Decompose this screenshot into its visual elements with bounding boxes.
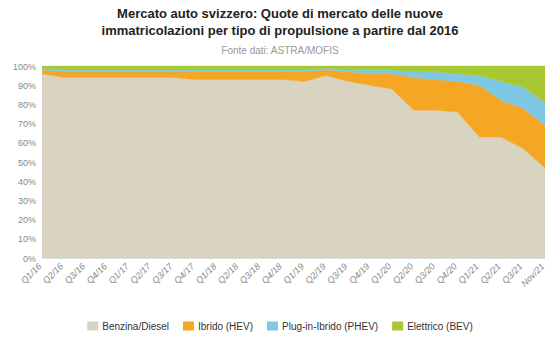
y-tick-label: 60% — [18, 138, 36, 148]
legend-swatch — [267, 322, 278, 331]
x-tick-label: Q2/19 — [303, 261, 327, 285]
legend-item: Elettrico (BEV) — [392, 321, 473, 332]
x-tick-label: Q2/20 — [391, 261, 415, 285]
y-axis: 0% 10% 20% 30% 40% 50% 60% 70% 80% 90% 100% — [13, 62, 545, 264]
x-tick-label: Q4/16 — [85, 261, 109, 285]
x-tick-label: Q1/17 — [106, 261, 131, 286]
background — [0, 0, 560, 344]
x-tick-label: Q4/20 — [435, 261, 459, 285]
x-tick-label: Q4/17 — [172, 261, 197, 286]
x-tick-label: Q3/16 — [63, 261, 87, 285]
x-tick-label: Q1/18 — [194, 261, 218, 285]
title: Mercato auto svizzero: Quote di mercato … — [102, 6, 459, 38]
legend-swatch — [183, 322, 194, 331]
areas — [42, 66, 545, 258]
legend-item: Benzina/Diesel — [87, 321, 169, 332]
y-tick-label: 10% — [18, 234, 36, 244]
x-axis: Q1/16Q2/16Q3/16Q4/16Q1/17Q2/17Q3/17Q4/17… — [19, 261, 546, 289]
y-tick-label: 50% — [18, 158, 36, 168]
x-tick-label: Q1/19 — [281, 261, 305, 285]
legend-item: Plug-in-Ibrido (PHEV) — [267, 321, 378, 332]
y-tick-label: 100% — [13, 62, 36, 72]
legend-swatch — [392, 322, 403, 331]
legend: Benzina/Diesel Ibrido (HEV) Plug-in-Ibrido… — [87, 321, 472, 332]
x-tick-label: Q1/21 — [456, 261, 480, 285]
legend-label: Plug-in-Ibrido (PHEV) — [282, 321, 378, 332]
x-tick-label: Q3/17 — [150, 261, 175, 286]
y-tick-label: 80% — [18, 100, 36, 110]
y-tick-label: 20% — [18, 215, 36, 225]
legend-label: Elettrico (BEV) — [407, 321, 473, 332]
x-tick-label: Q1/20 — [369, 261, 393, 285]
area — [42, 70, 545, 168]
title-line: Mercato auto svizzero: Quote di mercato … — [117, 6, 443, 21]
x-tick-label: Q3/18 — [238, 261, 262, 285]
y-tick-label: 0% — [23, 254, 36, 264]
x-tick-label: Q3/19 — [325, 261, 349, 285]
x-tick-label: Q1/16 — [19, 261, 43, 285]
legend-label: Ibrido (HEV) — [198, 321, 253, 332]
x-axis-line — [42, 258, 545, 259]
x-tick-label: Q3/20 — [413, 261, 437, 285]
title-line: immatricolazioni per tipo di propulsione… — [102, 23, 459, 38]
x-tick-label: Q4/19 — [347, 261, 371, 285]
x-tick-label: Q2/17 — [128, 261, 153, 286]
y-tick-label: 30% — [18, 196, 36, 206]
legend-swatch — [87, 322, 98, 331]
x-tick-label: Q4/18 — [260, 261, 284, 285]
area — [42, 66, 545, 102]
x-tick-label: Q2/21 — [478, 261, 502, 285]
legend-label: Benzina/Diesel — [102, 321, 169, 332]
chart: Mercato auto svizzero: Quote di mercato … — [0, 0, 560, 344]
legend-item: Ibrido (HEV) — [183, 321, 253, 332]
x-tick-label: Q2/16 — [41, 261, 65, 285]
y-tick-label: 90% — [18, 81, 36, 91]
grid-line — [42, 258, 545, 259]
x-tick-label: Nov/21 — [519, 261, 546, 288]
y-tick-label: 70% — [18, 119, 36, 129]
area — [42, 68, 545, 126]
x-tick-label: Q2/18 — [216, 261, 240, 285]
subtitle: Fonte dati: ASTRA/MOFIS — [221, 45, 339, 56]
y-tick-label: 40% — [18, 177, 36, 187]
